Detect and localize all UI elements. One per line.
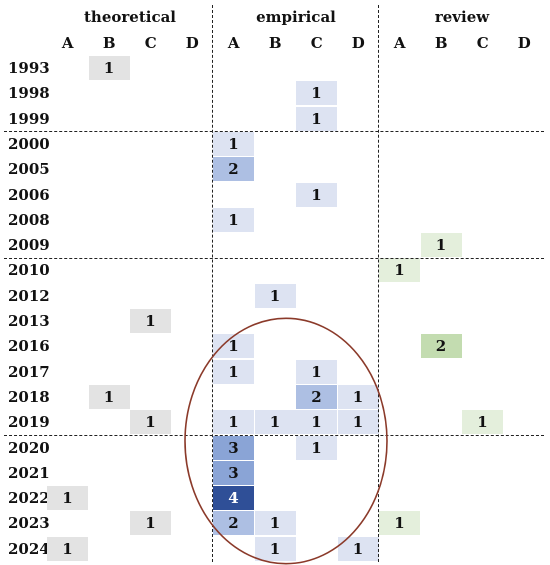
group-header-review: review: [434, 8, 490, 26]
cell-2000-empirical-A: 1: [213, 131, 254, 156]
column-header-empirical-B: B: [268, 34, 282, 52]
year-label-2023: 2023: [8, 514, 50, 533]
column-header-theoretical-D: D: [185, 34, 199, 52]
cell-2018-theoretical-B: 1: [88, 384, 130, 409]
cell-2023-empirical-A: 2: [213, 511, 254, 536]
year-label-2009: 2009: [8, 236, 50, 255]
year-label-2022: 2022: [8, 489, 50, 508]
cell-2013-theoretical-C: 1: [130, 309, 171, 333]
column-header-theoretical-B: B: [102, 34, 116, 52]
year-label-2010: 2010: [8, 261, 50, 280]
cell-2017-empirical-C: 1: [296, 359, 337, 384]
cell-1998-empirical-C: 1: [296, 81, 337, 106]
cell-2005-empirical-A: 2: [213, 157, 254, 182]
cell-2017-empirical-A: 1: [213, 359, 254, 384]
cell-2020-empirical-C: 1: [296, 435, 337, 460]
cell-2016-empirical-A: 1: [213, 334, 254, 359]
period-separator-after-1999: [4, 131, 544, 132]
cell-2012-empirical-B: 1: [254, 283, 296, 308]
year-label-2020: 2020: [8, 438, 50, 457]
column-header-empirical-D: D: [351, 34, 365, 52]
year-label-2000: 2000: [8, 134, 50, 153]
cell-2023-empirical-B: 1: [254, 511, 296, 536]
year-label-2018: 2018: [8, 387, 50, 406]
cell-2024-theoretical-A: 1: [47, 536, 88, 561]
year-label-2006: 2006: [8, 185, 50, 204]
group-separator-empirical: [212, 5, 213, 562]
year-label-2017: 2017: [8, 362, 50, 381]
year-label-2008: 2008: [8, 210, 50, 229]
period-separator-after-2019: [4, 435, 544, 436]
group-separator-review: [378, 5, 379, 562]
cell-2024-empirical-B: 1: [254, 536, 296, 561]
cell-2019-empirical-B: 1: [254, 410, 296, 435]
cell-2024-empirical-D: 1: [337, 536, 379, 561]
year-label-2005: 2005: [8, 160, 50, 179]
cell-2022-empirical-A: 4: [213, 486, 254, 511]
year-label-2016: 2016: [8, 337, 50, 356]
cell-1999-empirical-C: 1: [296, 106, 337, 131]
cell-2023-review-A: 1: [379, 511, 420, 536]
group-header-empirical: empirical: [256, 8, 336, 26]
cell-2019-theoretical-C: 1: [130, 410, 171, 435]
column-header-review-C: C: [476, 34, 489, 52]
year-label-1993: 1993: [8, 59, 50, 77]
column-header-theoretical-A: A: [61, 34, 74, 52]
year-label-2012: 2012: [8, 286, 50, 305]
cell-2019-empirical-D: 1: [337, 410, 379, 435]
cell-2019-empirical-A: 1: [213, 410, 254, 435]
cell-2006-empirical-C: 1: [296, 182, 337, 207]
cell-2008-empirical-A: 1: [213, 207, 254, 232]
column-header-review-D: D: [517, 34, 531, 52]
column-header-review-A: A: [393, 34, 406, 52]
cell-2019-review-C: 1: [462, 410, 503, 435]
cell-2018-empirical-D: 1: [337, 384, 379, 409]
column-header-empirical-A: A: [227, 34, 240, 52]
column-header-empirical-C: C: [310, 34, 323, 52]
period-separator-after-2009: [4, 258, 544, 259]
cell-2021-empirical-A: 3: [213, 460, 254, 485]
year-label-2019: 2019: [8, 413, 50, 432]
cell-2022-theoretical-A: 1: [47, 486, 88, 511]
column-header-theoretical-C: C: [144, 34, 157, 52]
cell-2019-empirical-C: 1: [296, 410, 337, 435]
year-label-2024: 2024: [8, 539, 50, 558]
group-header-theoretical: theoretical: [83, 8, 176, 26]
year-label-2013: 2013: [8, 312, 50, 330]
year-label-1999: 1999: [8, 109, 50, 128]
cell-2010-review-A: 1: [379, 258, 420, 283]
year-label-2021: 2021: [8, 463, 50, 482]
cell-2009-review-B: 1: [420, 233, 462, 258]
year-label-1998: 1998: [8, 84, 50, 103]
cell-2018-empirical-C: 2: [296, 384, 337, 409]
cell-2023-theoretical-C: 1: [130, 511, 171, 536]
cell-2016-review-B: 2: [420, 334, 462, 359]
cell-1993-theoretical-B: 1: [88, 56, 130, 80]
column-header-review-B: B: [434, 34, 448, 52]
cell-2020-empirical-A: 3: [213, 435, 254, 460]
